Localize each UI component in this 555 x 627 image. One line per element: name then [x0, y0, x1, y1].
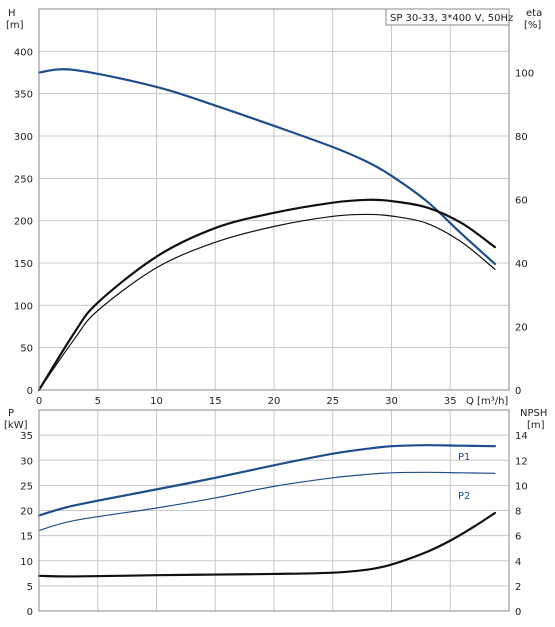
- bottom-left-tick-label: 20: [20, 507, 33, 518]
- top-left-tick-label: 400: [14, 47, 33, 58]
- bottom-right-axis-label: NPSH [m]: [520, 408, 547, 431]
- x-tick-label: 25: [326, 396, 339, 407]
- bottom-tick-labels: 0 5 10 15 20 25 30 35 0 2 4 6 8 10 12 14: [20, 431, 527, 618]
- top-left-tick-label: 50: [20, 344, 33, 355]
- bottom-right-tick-label: 6: [515, 532, 521, 543]
- top-left-axis-label: H [m]: [6, 8, 24, 31]
- bottom-right-tick-label: 10: [515, 481, 528, 492]
- x-tick-label: 35: [444, 396, 457, 407]
- series-line-top-curve-1: [37, 68, 496, 265]
- top-left-tick-label: 250: [14, 174, 33, 185]
- bottom-left-tick-label: 15: [20, 532, 33, 543]
- top-left-tick-label: 200: [14, 217, 33, 228]
- bottom-right-tick-label: 4: [515, 557, 521, 568]
- series-line-top-curve-3: [37, 198, 496, 392]
- top-grid: [39, 8, 509, 390]
- series-label-p1: P1: [458, 452, 470, 463]
- top-series-group: [37, 68, 496, 392]
- x-axis-label: Q [m³/h]: [466, 396, 508, 407]
- x-tick-label: 30: [385, 396, 398, 407]
- series-line-p2: [38, 471, 496, 532]
- x-tick-label: 15: [209, 396, 222, 407]
- top-right-tick-label: 40: [515, 259, 528, 270]
- bottom-left-tick-label: 5: [27, 582, 33, 593]
- bottom-right-tick-label: 14: [515, 431, 528, 442]
- chart-title: SP 30-33, 3*400 V, 50Hz: [390, 13, 513, 24]
- x-tick-label: 20: [268, 396, 281, 407]
- x-tick-label: 5: [95, 396, 101, 407]
- bottom-left-tick-label: 25: [20, 481, 33, 492]
- series-line-p1: [37, 444, 496, 517]
- bottom-left-axis-label: P [kW]: [4, 408, 28, 431]
- series-label-p2: P2: [458, 491, 470, 502]
- top-right-tick-label: 20: [515, 323, 528, 334]
- x-tick-label: 0: [36, 396, 42, 407]
- series-line-top-curve-2: [38, 213, 496, 391]
- top-right-axis-label: eta [%]: [524, 8, 542, 31]
- x-tick-label: 10: [150, 396, 163, 407]
- top-tick-labels: 0 50 100 150 200 250 300 350 400 0 20 40 60 80 100 0 5 10…: [14, 47, 534, 407]
- bottom-left-tick-label: 0: [27, 607, 33, 618]
- top-right-tick-label: 0: [515, 386, 521, 397]
- top-left-tick-label: 300: [14, 132, 33, 143]
- bottom-right-tick-label: 8: [515, 507, 521, 518]
- top-left-tick-label: 150: [14, 259, 33, 270]
- top-right-tick-label: 100: [515, 69, 534, 80]
- bottom-right-tick-label: 0: [515, 607, 521, 618]
- top-left-tick-label: 0: [27, 386, 33, 397]
- series-line-bottom-curve-3: [37, 511, 496, 578]
- bottom-plot-frame: [38, 409, 510, 612]
- bottom-grid: [39, 410, 509, 611]
- top-right-tick-label: 80: [515, 132, 528, 143]
- top-right-tick-label: 60: [515, 196, 528, 207]
- bottom-left-tick-label: 10: [20, 557, 33, 568]
- bottom-series-group: [37, 444, 496, 578]
- bottom-left-tick-label: 35: [20, 431, 33, 442]
- top-plot-frame: [38, 8, 510, 391]
- bottom-right-tick-label: 2: [515, 582, 521, 593]
- bottom-right-tick-label: 12: [515, 456, 528, 467]
- bottom-left-tick-label: 30: [20, 456, 33, 467]
- top-left-tick-label: 350: [14, 90, 33, 101]
- chart-title-box: [385, 8, 510, 26]
- top-left-tick-label: 100: [14, 301, 33, 312]
